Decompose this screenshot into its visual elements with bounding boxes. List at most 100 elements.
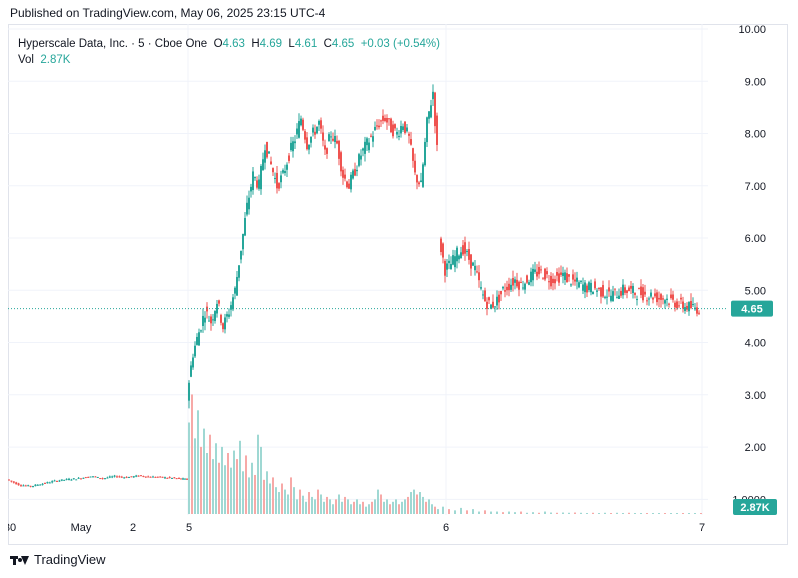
candle-body — [101, 478, 104, 480]
candle-body — [216, 303, 218, 314]
candle-body — [27, 485, 30, 487]
volume-bar — [194, 438, 196, 514]
candle-body — [113, 475, 116, 477]
candle-body — [624, 287, 626, 293]
candle-body — [474, 265, 476, 271]
candle-body — [228, 314, 230, 317]
candle-body — [448, 260, 450, 264]
candle-body — [316, 126, 318, 134]
candle-body — [12, 481, 15, 483]
candle-body — [646, 300, 648, 302]
candle-body — [168, 477, 171, 479]
volume-bar — [604, 512, 606, 514]
candle-body — [422, 164, 424, 187]
candle-body — [278, 183, 280, 189]
candle-body — [354, 169, 356, 176]
chart-frame — [8, 24, 788, 545]
volume-bar — [490, 511, 492, 514]
candle-body — [380, 120, 382, 122]
candle-body — [664, 300, 666, 304]
volume-bar — [556, 512, 558, 514]
candle-body — [446, 263, 448, 270]
candle-body — [356, 169, 358, 172]
candle-body — [288, 155, 290, 161]
candle-body — [610, 295, 612, 301]
candle-body — [204, 317, 206, 323]
candle-body — [36, 484, 39, 486]
candle-body — [426, 117, 428, 143]
candle-body — [686, 305, 688, 310]
volume-bar — [610, 513, 612, 514]
candle-body — [382, 115, 384, 121]
volume-bar — [395, 499, 397, 514]
volume-label: 2.87K — [740, 502, 769, 514]
candle-body — [29, 485, 32, 487]
candle-body — [398, 135, 400, 137]
candle-body — [232, 297, 234, 310]
candle-body — [104, 478, 106, 480]
candle-body — [260, 165, 262, 190]
candle-body — [620, 290, 622, 296]
candle-body — [352, 170, 354, 179]
candle-body — [376, 125, 378, 127]
candle-body — [578, 282, 580, 288]
candle-body — [676, 301, 678, 309]
candle-body — [135, 475, 138, 477]
candle-body — [246, 202, 248, 215]
candle-body — [159, 476, 162, 478]
candle-body — [332, 138, 334, 141]
candle-body — [494, 306, 496, 308]
volume-bar — [422, 496, 424, 514]
candle-body — [450, 264, 452, 270]
volume-bar — [386, 499, 388, 514]
candle-body — [53, 480, 56, 482]
volume-bar — [338, 494, 340, 514]
volume-bar — [191, 394, 193, 514]
price-chart[interactable]: 10.009.008.007.006.005.004.003.002.001.0… — [8, 24, 788, 545]
volume-bar — [335, 499, 337, 514]
volume-bar — [272, 477, 274, 514]
candle-body — [410, 139, 412, 145]
volume-bar — [413, 489, 415, 514]
candle-body — [248, 197, 250, 210]
candle-body — [118, 476, 121, 478]
footer-brand: TradingView — [34, 552, 106, 567]
candle-body — [394, 124, 396, 129]
price-tick-label: 3.00 — [745, 390, 766, 402]
candle-body — [584, 282, 586, 293]
candle-body — [374, 126, 376, 130]
candle-body — [188, 382, 190, 401]
candle-body — [606, 296, 608, 298]
candle-body — [194, 345, 196, 357]
volume-bar — [281, 483, 283, 514]
candle-body — [262, 159, 264, 171]
candle-body — [400, 125, 402, 134]
candle-body — [10, 480, 13, 482]
candle-body — [370, 135, 372, 137]
legend-c-label: C — [323, 38, 332, 50]
legend-change: +0.03 (+0.54%) — [360, 38, 440, 50]
candle-body — [634, 293, 636, 295]
candle-body — [147, 476, 150, 478]
candle-body — [164, 477, 166, 479]
volume-bar — [230, 467, 232, 514]
volume-bar — [676, 513, 678, 514]
volume-bar — [344, 496, 346, 514]
volume-bar — [634, 513, 636, 514]
candle-body — [424, 141, 426, 166]
candle-body — [360, 155, 362, 160]
candle-body — [596, 290, 598, 292]
candle-body — [99, 478, 102, 480]
volume-bar — [416, 494, 418, 514]
candle-body — [214, 311, 216, 322]
candle-body — [368, 142, 370, 151]
candle-body — [476, 271, 478, 273]
candle-body — [504, 290, 506, 292]
volume-bar — [419, 492, 421, 514]
candle-body — [161, 476, 164, 478]
candle-body — [612, 291, 614, 302]
volume-bar — [359, 504, 361, 514]
candle-body — [696, 307, 698, 314]
candle-body — [186, 478, 188, 480]
candle-body — [536, 271, 538, 277]
